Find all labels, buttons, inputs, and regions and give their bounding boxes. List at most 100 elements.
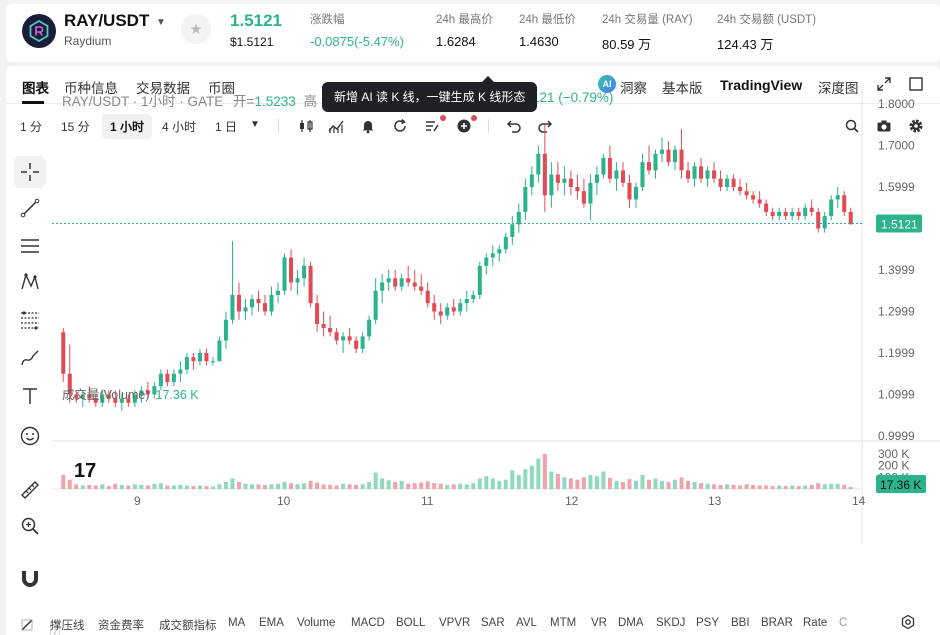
text-tool[interactable]	[14, 380, 46, 412]
volume-bar	[321, 484, 326, 489]
pattern-tool[interactable]	[14, 266, 46, 298]
candle-body	[445, 307, 450, 316]
volume-bar	[223, 482, 228, 489]
add-indicator-icon[interactable]	[456, 118, 472, 134]
indicator-ema[interactable]: EMA	[259, 617, 284, 629]
volume-bar	[87, 484, 92, 489]
candle-body	[249, 299, 255, 308]
tradingview-button[interactable]: TradingView	[720, 77, 803, 93]
horizontal-lines-tool[interactable]	[14, 230, 46, 262]
crosshair-tool[interactable]	[14, 156, 46, 188]
volume-bar	[158, 483, 163, 489]
volume-bar	[581, 477, 586, 489]
emoji-tool[interactable]	[14, 420, 46, 452]
indicator-bbi[interactable]: BBI	[731, 617, 750, 629]
volume-bar	[217, 484, 222, 489]
candle-body	[210, 361, 215, 363]
volume-bar	[406, 483, 411, 489]
alert-bell-icon[interactable]	[360, 118, 376, 134]
indicator-boll[interactable]: BOLL	[396, 617, 426, 629]
draw-line-icon[interactable]	[20, 618, 34, 632]
undo-icon[interactable]	[506, 118, 522, 134]
ruler-tool[interactable]	[14, 474, 46, 506]
pair-dropdown-icon[interactable]: ▼	[156, 17, 166, 28]
indicator-volume[interactable]: Volume	[297, 617, 336, 629]
redo-icon[interactable]	[537, 118, 553, 134]
camera-icon[interactable]	[876, 118, 892, 134]
volume-bar	[197, 485, 202, 489]
volume-bar	[549, 471, 554, 489]
indicator-vr[interactable]: VR	[591, 617, 607, 629]
ai-insight-icon[interactable]: AI	[598, 75, 616, 93]
popout-window-icon[interactable]	[908, 76, 924, 92]
timeframe-1d[interactable]: 1 日	[215, 120, 238, 134]
favorite-star-icon[interactable]: ★	[181, 14, 211, 44]
volume-bar	[646, 479, 652, 489]
indicator-support-resistance[interactable]: 撑压线	[50, 620, 85, 632]
magnet-tool[interactable]	[14, 562, 46, 594]
stat-high-value: 1.6284	[436, 34, 476, 49]
basic-view-button[interactable]: 基本版	[662, 81, 703, 96]
timeframe-15m[interactable]: 15 分	[61, 120, 90, 134]
stat-change: 涨跌幅 -0.0875(-5.47%)	[310, 11, 404, 49]
candle-body	[256, 299, 261, 304]
toolbar-divider	[278, 119, 279, 133]
tab-coin-info[interactable]: 币种信息	[64, 81, 118, 96]
collapse-toolbar-icon[interactable]: ‹	[50, 622, 60, 635]
volume-value: 17.36 K	[155, 388, 199, 402]
indicator-dma[interactable]: DMA	[618, 617, 644, 629]
indicator-rate[interactable]: Rate	[803, 617, 828, 629]
timeframe-dropdown-icon[interactable]: ▼	[250, 119, 260, 130]
indicator-brar[interactable]: BRAR	[761, 617, 793, 629]
tab-chart[interactable]: 图表	[22, 81, 49, 96]
volume-bar	[835, 483, 840, 489]
volume-bar	[393, 482, 398, 489]
fullscreen-icon[interactable]	[876, 76, 892, 92]
toolbar-divider-2	[488, 119, 489, 133]
indicator-funding-rate[interactable]: 资金费率	[98, 620, 144, 632]
volume-bar	[399, 480, 404, 489]
indicator-more[interactable]: C	[839, 617, 848, 629]
indicator-psy[interactable]: PSY	[696, 617, 720, 629]
candlestick-chart[interactable]: 1.8000 1.7000 1.5999 1.3999 1.2999 1.1999 1.09…	[52, 86, 940, 544]
timeframe-4h[interactable]: 4 小时	[162, 120, 197, 134]
timeframe-1h[interactable]: 1 小时	[102, 114, 153, 139]
volume-bar	[673, 479, 678, 489]
volume-bar	[119, 484, 124, 489]
tab-trade-data[interactable]: 交易数据	[136, 81, 190, 96]
candle-body	[777, 211, 782, 217]
indicator-settings-icon[interactable]	[900, 614, 916, 630]
volume-bar	[243, 483, 248, 489]
drawing-toolbar: ‹	[6, 152, 60, 635]
insight-button[interactable]: 洞察	[620, 81, 647, 96]
depth-chart-button[interactable]: 深度图	[818, 81, 859, 96]
settings-gear-icon[interactable]	[908, 118, 924, 134]
pair-symbol[interactable]: RAY/USDT	[64, 11, 150, 30]
indicator-sar[interactable]: SAR	[481, 617, 505, 629]
indicator-mtm[interactable]: MTM	[550, 617, 577, 629]
volume-bar	[126, 485, 131, 489]
candle-body	[490, 253, 495, 258]
indicator-ma[interactable]: MA	[228, 617, 246, 629]
tab-community[interactable]: 币圈	[208, 81, 235, 96]
replay-icon[interactable]	[392, 118, 408, 134]
trend-line-tool[interactable]	[14, 192, 46, 224]
search-icon[interactable]	[844, 118, 860, 134]
ai-kline-pattern-icon[interactable]	[424, 118, 440, 134]
volume-bar	[796, 486, 801, 489]
current-price-badge-text: 1.5121	[881, 217, 918, 231]
zoom-tool[interactable]	[14, 510, 46, 542]
indicator-turnover[interactable]: 成交额指标	[159, 620, 217, 632]
candle-body	[113, 398, 118, 403]
indicator-shortcut-bar: 撑压线 资金费率 成交额指标 MA EMA Volume MACD BOLL V…	[6, 610, 940, 635]
indicator-macd[interactable]: MACD	[351, 617, 385, 629]
timeframe-1m[interactable]: 1 分	[20, 120, 43, 134]
candle-style-icon[interactable]	[298, 118, 314, 134]
indicator-skdj[interactable]: SKDJ	[656, 617, 686, 629]
indicator-vpvr[interactable]: VPVR	[439, 617, 471, 629]
indicators-icon[interactable]	[328, 118, 344, 134]
fibonacci-tool[interactable]	[14, 304, 46, 336]
brush-tool[interactable]	[14, 342, 46, 374]
volume-bar	[171, 485, 176, 489]
indicator-avl[interactable]: AVL	[516, 617, 537, 629]
